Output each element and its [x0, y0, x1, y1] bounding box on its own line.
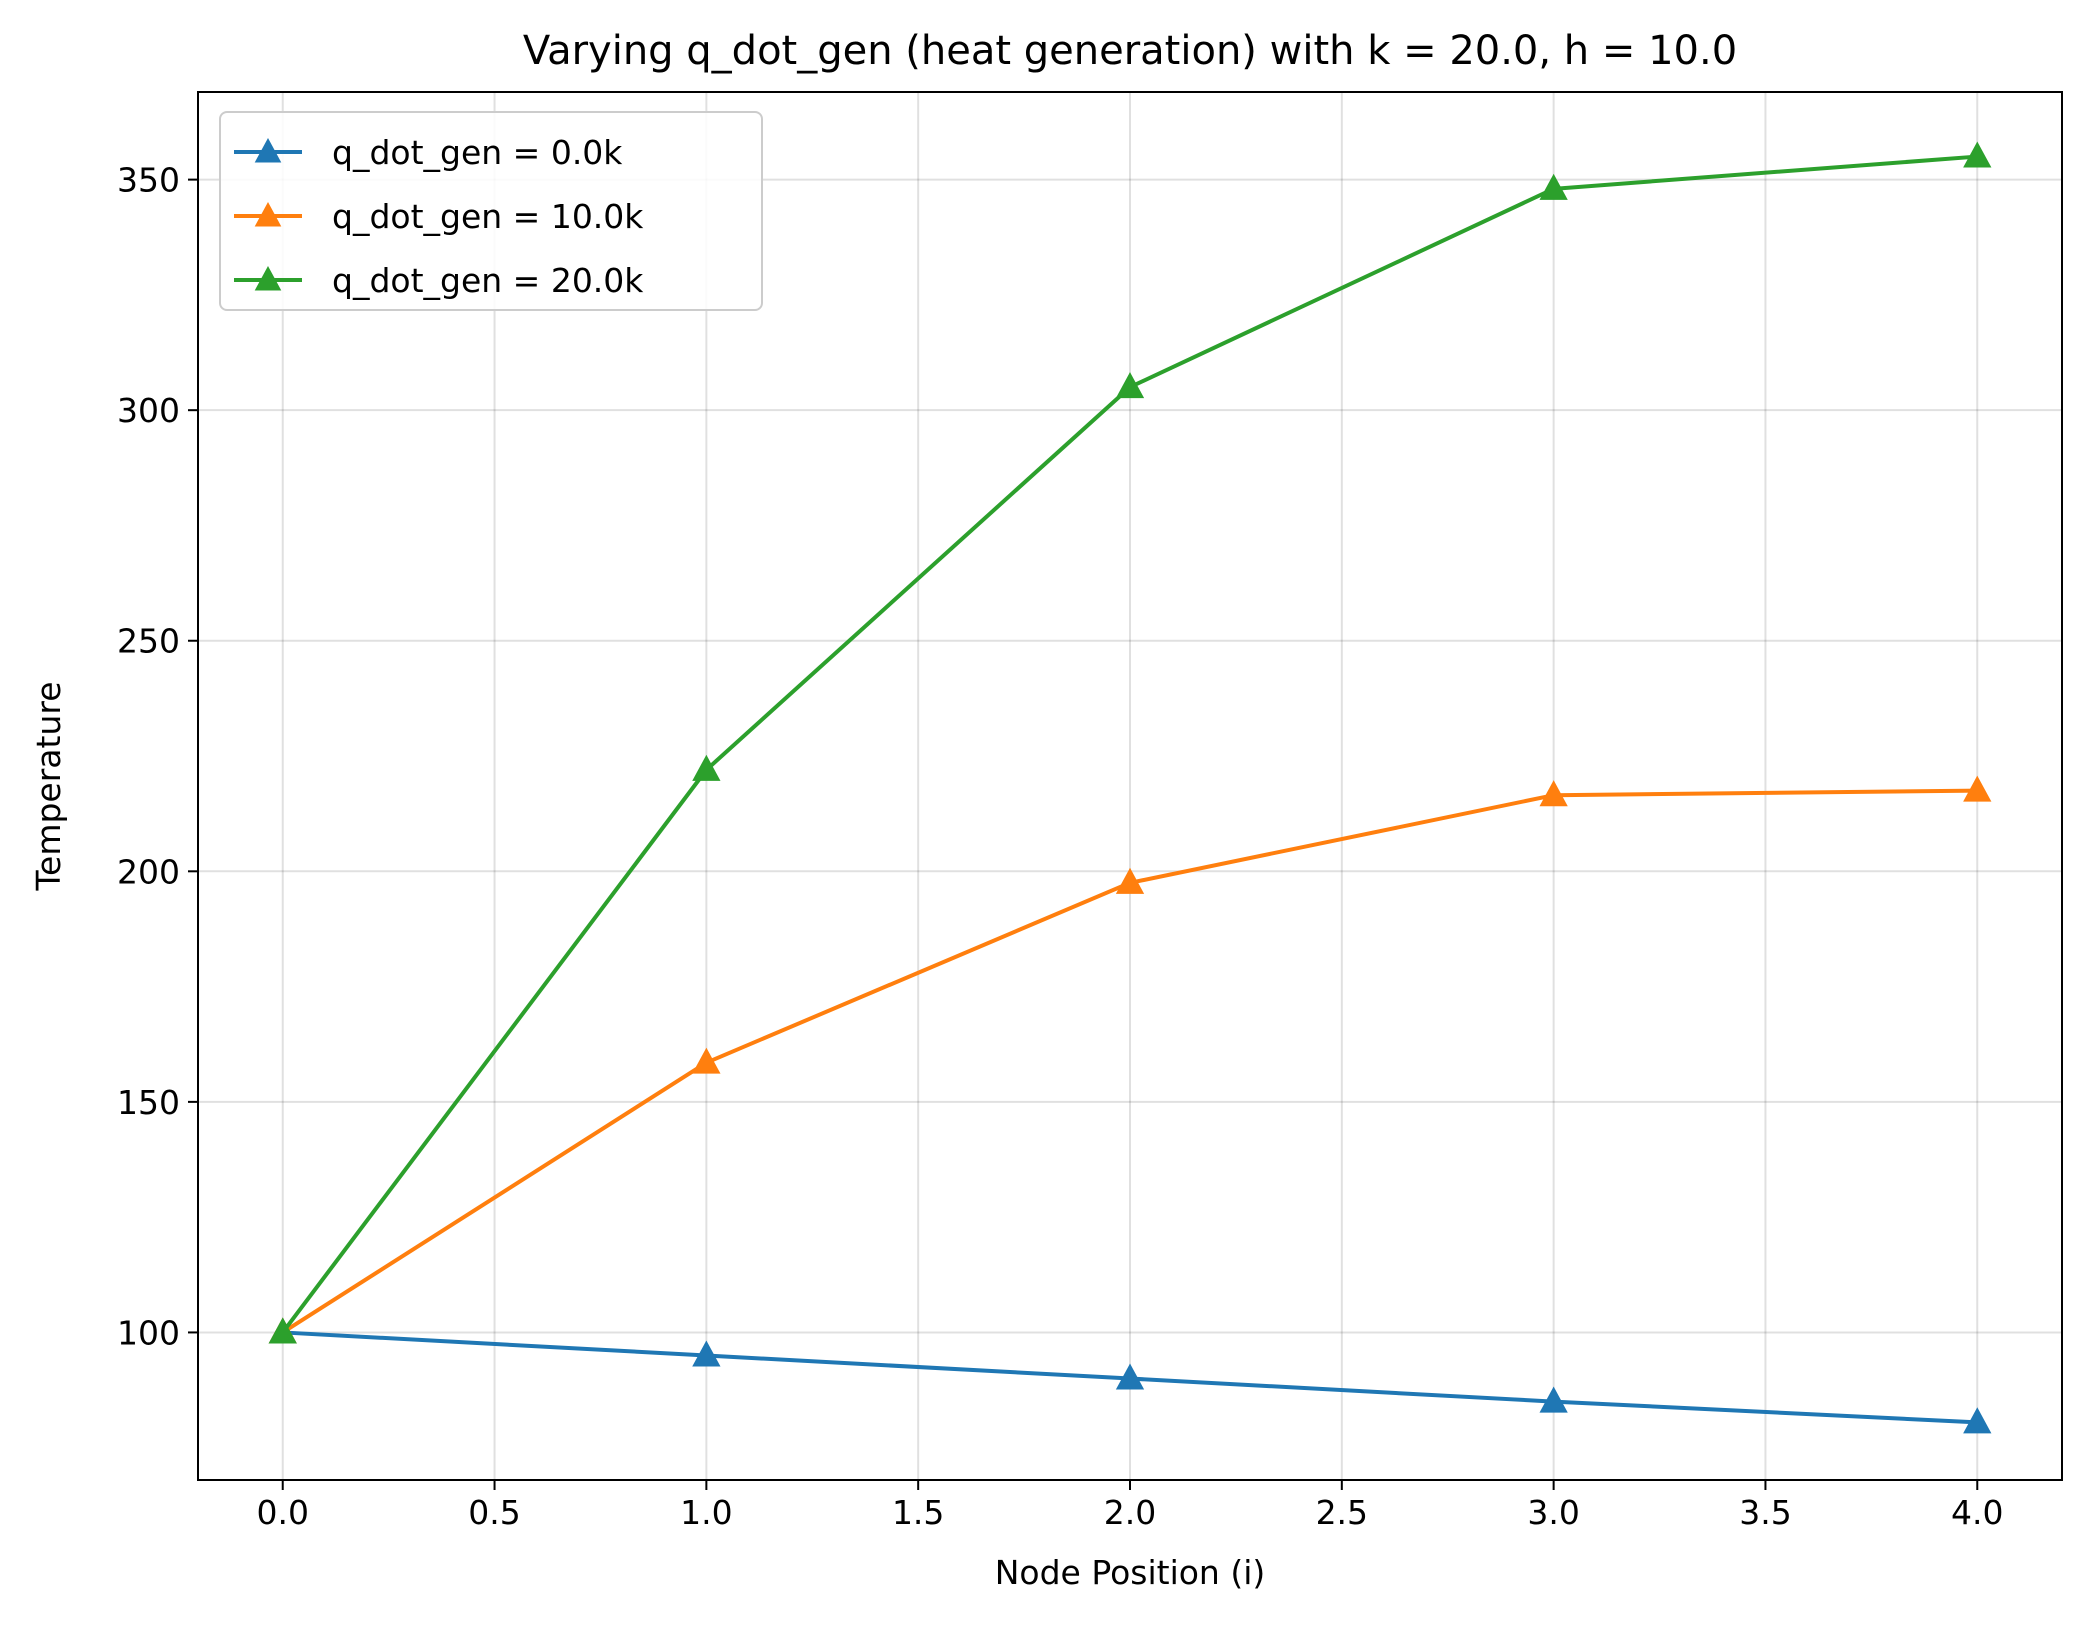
axis-ticks: 0.0 0.5 1.0 1.5 2.0 2.5 3.0 3.5 4.0 100 150 200 250 3…	[117, 161, 2004, 1532]
data-point-marker	[1115, 1363, 1145, 1390]
x-axis-label: Node Position (i)	[995, 1553, 1266, 1592]
y-axis-label: Temperature	[29, 681, 68, 891]
x-tick-label: 1.5	[892, 1493, 944, 1532]
legend-marker	[254, 202, 282, 227]
data-point-marker	[1963, 775, 1992, 802]
series-layer	[268, 141, 1992, 1434]
data-point-marker	[1115, 867, 1145, 894]
data-point-marker	[692, 1340, 721, 1367]
legend-marker	[254, 266, 282, 291]
data-point-marker	[1539, 173, 1568, 200]
x-tick-label: 0.0	[256, 1493, 308, 1532]
x-tick-label: 4.0	[1951, 1493, 2003, 1532]
legend-box	[219, 111, 763, 311]
data-point-marker	[1115, 372, 1145, 399]
chart-title: Varying q_dot_gen (heat generation) with…	[523, 28, 1737, 74]
data-point-marker	[1963, 141, 1992, 168]
legend-label: q_dot_gen = 10.0k	[332, 197, 644, 236]
y-tick-label: 300	[117, 391, 180, 430]
y-tick-label: 150	[117, 1083, 180, 1122]
data-point-marker	[692, 1047, 721, 1074]
y-tick-label: 200	[117, 852, 180, 891]
legend-label: q_dot_gen = 20.0k	[332, 261, 644, 300]
data-point-marker	[692, 754, 721, 781]
legend: q_dot_gen = 0.0k q_dot_gen = 10.0k q_dot_g…	[219, 111, 763, 311]
series-2	[268, 141, 1992, 1344]
data-point-marker	[1539, 780, 1568, 807]
series-0	[268, 1317, 1992, 1434]
data-point-marker	[1539, 1386, 1568, 1413]
y-tick-label: 350	[117, 161, 180, 200]
x-tick-label: 3.0	[1527, 1493, 1579, 1532]
grid	[198, 92, 2062, 1480]
x-tick-label: 2.0	[1104, 1493, 1156, 1532]
data-point-marker	[1963, 1407, 1992, 1434]
x-tick-label: 0.5	[468, 1493, 520, 1532]
legend-label: q_dot_gen = 0.0k	[332, 133, 623, 172]
x-tick-label: 3.5	[1739, 1493, 1791, 1532]
x-tick-label: 2.5	[1316, 1493, 1368, 1532]
y-tick-label: 100	[117, 1313, 180, 1352]
x-tick-label: 1.0	[680, 1493, 732, 1532]
legend-marker	[254, 138, 282, 163]
y-tick-label: 250	[117, 622, 180, 661]
data-point-marker	[268, 1317, 297, 1344]
